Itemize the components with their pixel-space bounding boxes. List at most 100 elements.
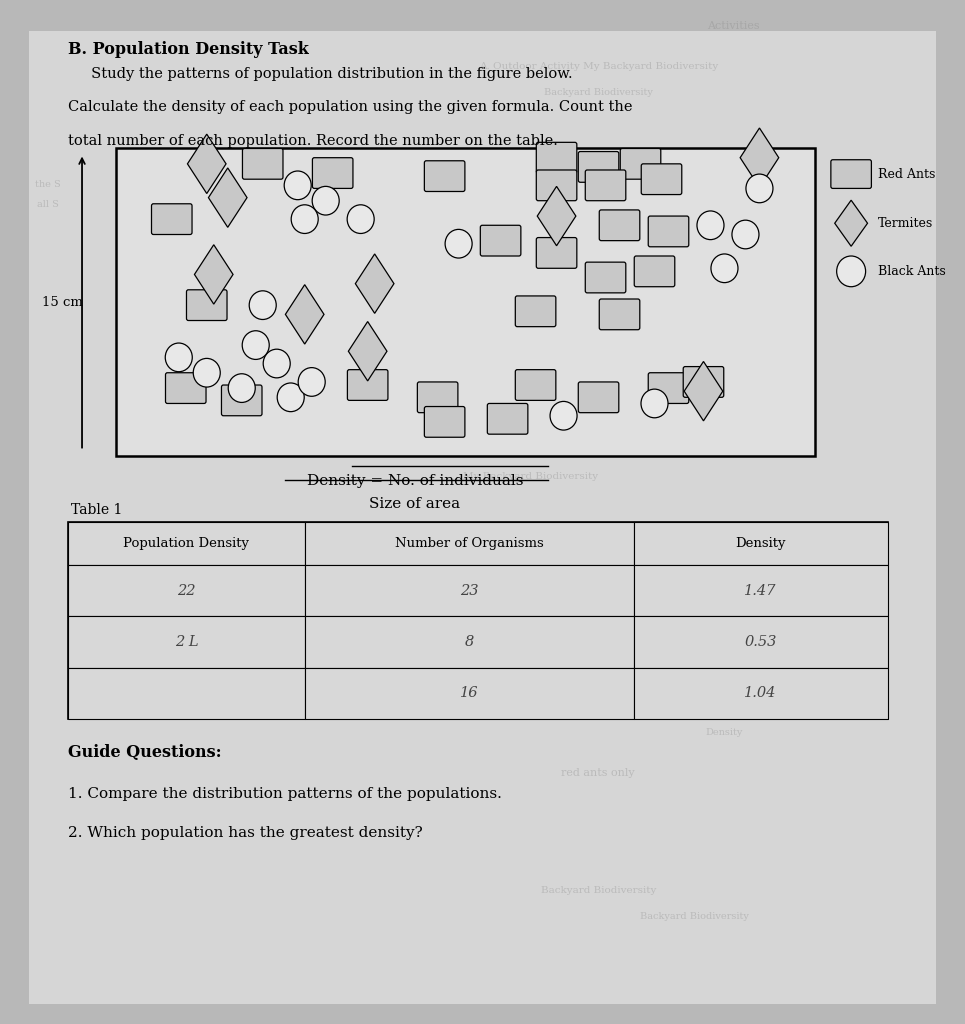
- FancyBboxPatch shape: [305, 616, 633, 668]
- Polygon shape: [355, 254, 394, 313]
- FancyBboxPatch shape: [221, 385, 262, 416]
- Text: 1. Compare the distribution patterns of the populations.: 1. Compare the distribution patterns of …: [68, 787, 502, 802]
- Text: Termites: Termites: [878, 217, 933, 229]
- Text: Population Density: Population Density: [124, 538, 250, 550]
- FancyBboxPatch shape: [831, 160, 871, 188]
- Text: the S: the S: [36, 180, 61, 188]
- Text: 16: 16: [460, 686, 479, 700]
- FancyBboxPatch shape: [152, 204, 192, 234]
- Circle shape: [277, 383, 304, 412]
- FancyBboxPatch shape: [648, 216, 689, 247]
- FancyBboxPatch shape: [242, 148, 283, 179]
- FancyBboxPatch shape: [186, 290, 227, 321]
- FancyBboxPatch shape: [417, 382, 457, 413]
- Circle shape: [228, 374, 255, 402]
- FancyBboxPatch shape: [116, 148, 815, 456]
- Text: 1.47: 1.47: [744, 584, 777, 598]
- FancyBboxPatch shape: [578, 382, 619, 413]
- FancyBboxPatch shape: [313, 158, 353, 188]
- Circle shape: [697, 211, 724, 240]
- Polygon shape: [195, 245, 233, 304]
- Text: Table 1: Table 1: [71, 503, 123, 517]
- Text: 1. Find and compare: 1. Find and compare: [480, 421, 582, 429]
- FancyBboxPatch shape: [585, 262, 625, 293]
- FancyBboxPatch shape: [633, 668, 888, 719]
- Text: Black Ants: Black Ants: [878, 265, 946, 278]
- Text: Find and compare the different species: Find and compare the different species: [308, 339, 503, 347]
- FancyBboxPatch shape: [537, 170, 577, 201]
- FancyBboxPatch shape: [599, 299, 640, 330]
- Circle shape: [313, 186, 340, 215]
- Circle shape: [550, 401, 577, 430]
- FancyBboxPatch shape: [620, 148, 661, 179]
- Polygon shape: [740, 128, 779, 187]
- FancyBboxPatch shape: [305, 668, 633, 719]
- Circle shape: [249, 291, 276, 319]
- Text: 23: 23: [460, 584, 479, 598]
- Circle shape: [263, 349, 290, 378]
- Text: red ants only: red ants only: [562, 768, 635, 778]
- Text: Backyard Biodiversity: Backyard Biodiversity: [544, 88, 652, 96]
- FancyBboxPatch shape: [305, 522, 633, 565]
- Circle shape: [291, 205, 318, 233]
- FancyBboxPatch shape: [648, 373, 689, 403]
- Polygon shape: [286, 285, 324, 344]
- Text: Density: Density: [705, 728, 742, 736]
- FancyBboxPatch shape: [633, 522, 888, 565]
- Text: Activities: Activities: [707, 20, 759, 31]
- Circle shape: [445, 229, 472, 258]
- Text: Number of Organisms: Number of Organisms: [395, 538, 544, 550]
- FancyBboxPatch shape: [487, 403, 528, 434]
- Polygon shape: [538, 186, 576, 246]
- FancyBboxPatch shape: [68, 668, 305, 719]
- Text: Calculate the density of each population using the given formula. Count the: Calculate the density of each population…: [68, 100, 632, 115]
- Text: Total number of items: Total number of items: [350, 359, 460, 368]
- FancyBboxPatch shape: [537, 142, 577, 173]
- Text: Backyard Biodiversity: Backyard Biodiversity: [540, 887, 656, 895]
- FancyBboxPatch shape: [425, 407, 465, 437]
- Polygon shape: [684, 361, 723, 421]
- Circle shape: [165, 343, 192, 372]
- Text: ons art llit the formula. Use the formula.: ons art llit the formula. Use the formul…: [430, 226, 631, 234]
- Text: Guide Questions: Guide Questions: [487, 400, 574, 409]
- Text: 8: 8: [465, 635, 474, 649]
- FancyBboxPatch shape: [68, 522, 305, 565]
- Text: Study the patterns of population distribution in the figure below.: Study the patterns of population distrib…: [68, 67, 572, 81]
- Circle shape: [242, 331, 269, 359]
- Circle shape: [193, 358, 220, 387]
- FancyBboxPatch shape: [481, 225, 521, 256]
- Text: Hint: look for other: Hint: look for other: [550, 667, 647, 675]
- FancyBboxPatch shape: [515, 370, 556, 400]
- Text: My Backyard Biodiversity: My Backyard Biodiversity: [463, 472, 598, 480]
- Text: all S: all S: [38, 201, 59, 209]
- Circle shape: [711, 254, 738, 283]
- FancyBboxPatch shape: [347, 370, 388, 400]
- FancyBboxPatch shape: [634, 256, 675, 287]
- FancyBboxPatch shape: [641, 164, 681, 195]
- Text: 22: 22: [178, 584, 196, 598]
- Text: B. Population Density Task: B. Population Density Task: [68, 41, 308, 58]
- Text: Density: Density: [705, 702, 742, 711]
- Text: Density: Density: [735, 538, 786, 550]
- Circle shape: [746, 174, 773, 203]
- Text: Density = No. of individuals: Density = No. of individuals: [307, 474, 523, 488]
- FancyBboxPatch shape: [537, 238, 577, 268]
- Polygon shape: [348, 322, 387, 381]
- Circle shape: [347, 205, 374, 233]
- Text: 1.04: 1.04: [744, 686, 777, 700]
- Text: given formula: given formula: [496, 257, 565, 265]
- Text: total number of each population. Record the number on the table.: total number of each population. Record …: [68, 134, 558, 148]
- Polygon shape: [208, 168, 247, 227]
- FancyBboxPatch shape: [425, 161, 465, 191]
- Circle shape: [837, 256, 866, 287]
- Text: Guide Questions:: Guide Questions:: [68, 744, 221, 762]
- Text: 15 cm: 15 cm: [42, 296, 83, 308]
- Circle shape: [731, 220, 758, 249]
- FancyBboxPatch shape: [515, 296, 556, 327]
- FancyBboxPatch shape: [166, 373, 207, 403]
- Text: 2. Which population has the greatest density?: 2. Which population has the greatest den…: [68, 826, 423, 841]
- FancyBboxPatch shape: [578, 152, 619, 182]
- Text: Red Ants: Red Ants: [878, 168, 935, 180]
- FancyBboxPatch shape: [305, 565, 633, 616]
- Text: Backyard Biodiversity: Backyard Biodiversity: [641, 912, 749, 921]
